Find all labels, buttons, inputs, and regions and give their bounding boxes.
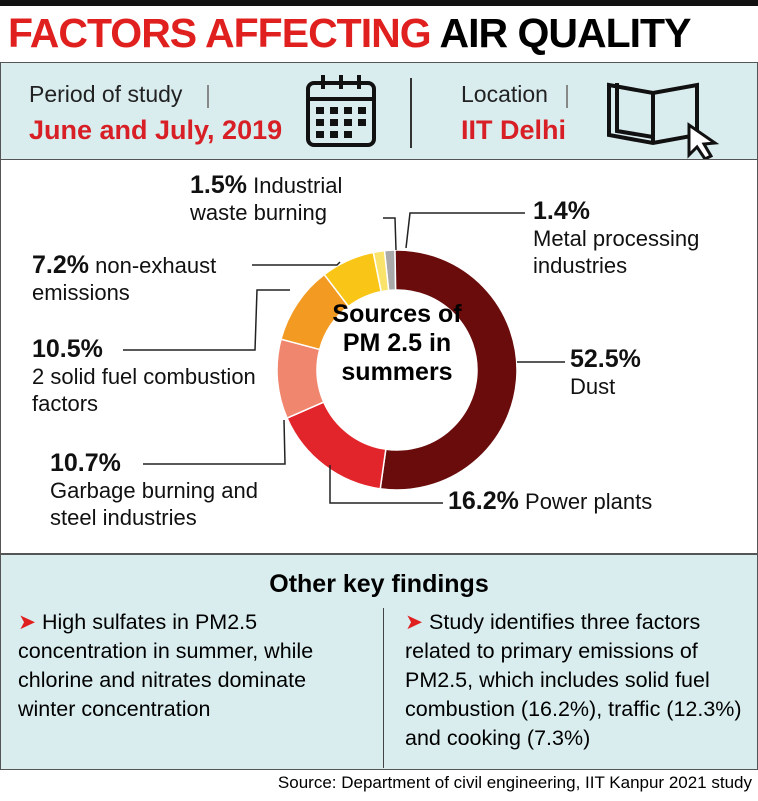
category-label: Garbage burning and steel industries bbox=[50, 478, 258, 530]
title-rest: AIR QUALITY bbox=[439, 10, 691, 56]
value-label: 7.2% bbox=[32, 251, 89, 279]
donut-chart bbox=[123, 212, 565, 504]
findings-list: ➤ High sulfates in PM2.5 concentration i… bbox=[18, 608, 748, 768]
period-value: June and July, 2019 bbox=[29, 115, 283, 145]
value-label: 1.5% bbox=[190, 171, 247, 199]
source: Source: Department of civil engineering,… bbox=[277, 773, 752, 792]
finding-text: Study identifies three factors related t… bbox=[405, 610, 742, 750]
slice-label: 52.5% Dust bbox=[570, 346, 670, 400]
category-label: 2 solid fuel combustion factors bbox=[32, 364, 256, 416]
location-value: IIT Delhi bbox=[461, 115, 567, 145]
title: FACTORS AFFECTING AIR QUALITY bbox=[8, 10, 691, 57]
info-icons bbox=[207, 75, 720, 159]
bullet-arrow: ➤ bbox=[18, 610, 42, 634]
findings-title: Other key findings bbox=[269, 570, 489, 598]
donut-slice bbox=[286, 401, 387, 490]
leader-line bbox=[252, 261, 341, 266]
info-panel: Period of study June and July, 2019 Loca… bbox=[0, 62, 758, 160]
donut-slice bbox=[372, 249, 390, 293]
slice-label: 7.2% non-exhaust emissions bbox=[32, 252, 272, 306]
leader-line bbox=[405, 212, 525, 249]
slice-label: 10.7% Garbage burning and steel industri… bbox=[50, 450, 300, 531]
title-highlight: FACTORS AFFECTING bbox=[8, 10, 432, 56]
finding-text: High sulfates in PM2.5 concentration in … bbox=[18, 610, 314, 721]
value-label: 10.5% bbox=[32, 335, 103, 363]
slice-label: 1.5% Industrial waste burning bbox=[190, 172, 390, 226]
slice-label: 10.5% 2 solid fuel combustion factors bbox=[32, 336, 272, 417]
category-label: Industrial waste burning bbox=[190, 173, 343, 225]
top-rule bbox=[0, 0, 758, 6]
category-label: Power plants bbox=[525, 489, 653, 514]
category-label: Metal processing industries bbox=[533, 226, 700, 278]
value-label: 1.4% bbox=[533, 197, 590, 225]
category-label: non-exhaust emissions bbox=[32, 253, 217, 305]
leader-line bbox=[383, 217, 397, 251]
slice-label: 16.2% Power plants bbox=[448, 488, 708, 515]
value-label: 10.7% bbox=[50, 449, 121, 477]
leader-line bbox=[123, 289, 290, 351]
center-label: Sources of PM 2.5 in summers bbox=[332, 300, 462, 386]
location-label: Location bbox=[461, 81, 548, 107]
value-label: 16.2% bbox=[448, 487, 519, 515]
finding-item: ➤ Study identifies three factors related… bbox=[405, 608, 748, 753]
leader-line bbox=[329, 465, 443, 504]
period-label: Period of study bbox=[29, 81, 183, 107]
bullet-arrow: ➤ bbox=[405, 610, 429, 634]
value-label: 52.5% bbox=[570, 345, 641, 373]
leader-line bbox=[143, 419, 286, 465]
slice-label: 1.4% Metal processing industries bbox=[533, 198, 743, 279]
category-label: Dust bbox=[570, 374, 616, 399]
finding-item: ➤ High sulfates in PM2.5 concentration i… bbox=[18, 608, 361, 724]
donut-slice bbox=[379, 249, 518, 491]
findings-panel bbox=[0, 554, 758, 770]
